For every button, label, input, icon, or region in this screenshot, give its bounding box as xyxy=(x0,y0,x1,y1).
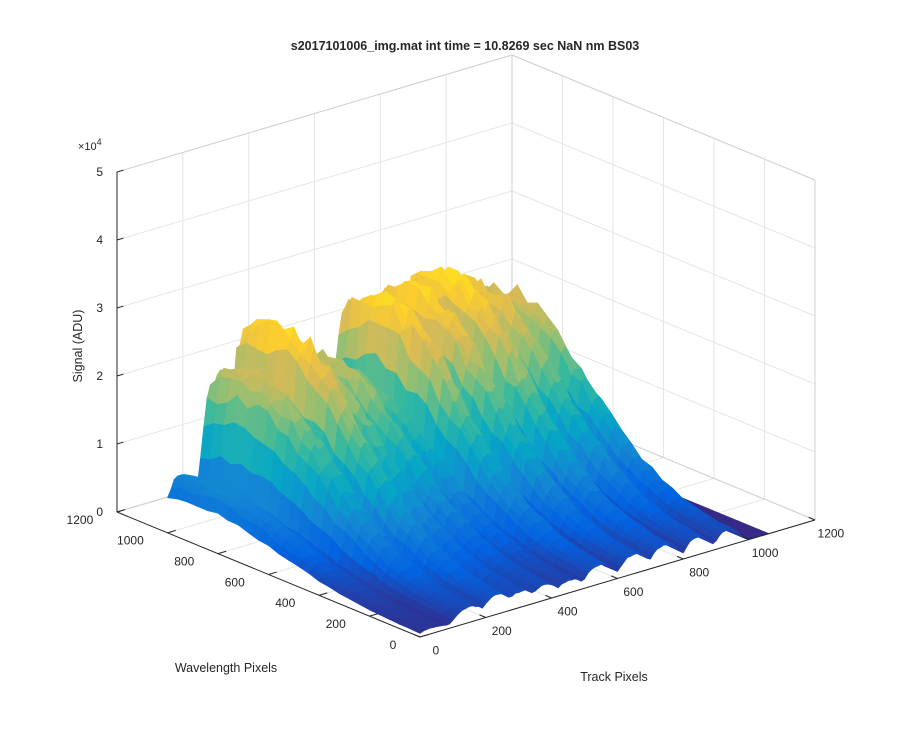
y-tick-mark xyxy=(217,550,227,555)
x-tick-mark xyxy=(413,633,421,638)
x-axis-label: Track Pixels xyxy=(580,670,648,684)
wall-grid-z2 xyxy=(511,258,816,385)
x-tick-mark xyxy=(479,614,487,618)
y-tick-mark xyxy=(318,592,328,596)
x-tick-label: 1200 xyxy=(818,527,845,541)
x-tick-mark xyxy=(742,536,750,540)
wall-grid-z2 xyxy=(511,122,816,249)
z-tick-label: 2 xyxy=(96,369,103,383)
y-tick-mark xyxy=(369,613,378,617)
x-tick-label: 1000 xyxy=(752,546,779,560)
chart-title: s2017101006_img.mat int time = 10.8269 s… xyxy=(291,39,640,53)
tick-labels: 0200400600800100012000200400600800100012… xyxy=(67,165,845,658)
z-axis-label: Signal (ADU) xyxy=(71,310,85,383)
y-tick-label: 400 xyxy=(275,596,295,610)
y-tick-label: 0 xyxy=(390,638,397,652)
z-tick-label: 4 xyxy=(96,233,103,247)
z-tick-mark xyxy=(116,373,124,377)
z-tick-mark xyxy=(116,509,124,513)
z-tick-mark xyxy=(116,305,124,309)
z-tick-label: 3 xyxy=(96,301,103,315)
wall-grid-z xyxy=(116,190,513,309)
y-tick-label: 800 xyxy=(174,555,194,569)
z-tick-label: 1 xyxy=(96,437,103,451)
axes-box-edge xyxy=(116,54,513,173)
y-axis-label: Wavelength Pixels xyxy=(175,661,277,675)
y-tick-mark xyxy=(167,529,176,534)
z-tick-label: 5 xyxy=(96,165,103,179)
z-exponent-base: ×10 xyxy=(78,141,97,153)
x-tick-label: 800 xyxy=(689,566,709,580)
z-tick-mark xyxy=(116,169,124,173)
x-tick-mark xyxy=(545,594,552,599)
x-tick-label: 400 xyxy=(558,605,578,619)
z-exponent-power: 4 xyxy=(97,137,102,147)
y-tick-label: 200 xyxy=(326,617,346,631)
x-tick-mark xyxy=(676,555,684,560)
x-tick-label: 600 xyxy=(623,585,643,599)
y-tick-mark xyxy=(419,634,429,638)
z-exponent-label: ×104 xyxy=(78,137,102,153)
x-tick-label: 0 xyxy=(433,644,440,658)
y-tick-mark xyxy=(268,571,277,575)
y-tick-label: 1000 xyxy=(117,534,144,548)
surface-mesh xyxy=(167,266,770,634)
wall-grid-z2 xyxy=(511,190,816,317)
z-tick-mark xyxy=(116,237,124,241)
z-tick-mark xyxy=(116,441,124,445)
x-tick-label: 200 xyxy=(492,624,512,638)
z-tick-label: 0 xyxy=(96,505,103,519)
y-tick-label: 1200 xyxy=(67,513,94,527)
y-tick-label: 600 xyxy=(225,575,245,589)
x-tick-mark xyxy=(610,575,618,579)
axes-box-edge xyxy=(511,54,816,181)
x-tick-mark xyxy=(808,516,816,521)
wall-grid-z xyxy=(116,122,513,241)
surface-patch xyxy=(409,626,424,634)
